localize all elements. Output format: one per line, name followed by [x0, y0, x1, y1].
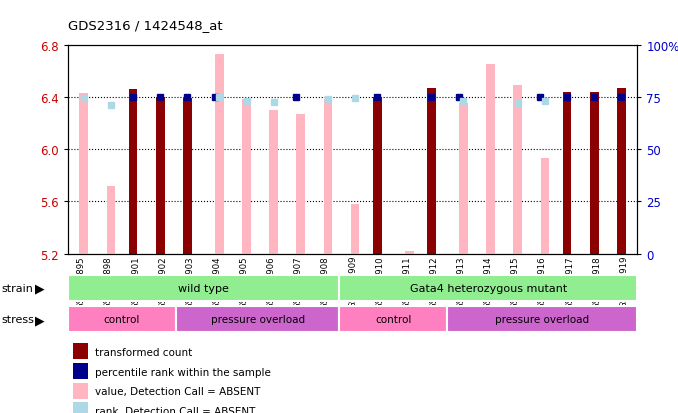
Bar	[176, 307, 339, 332]
Bar	[269, 111, 278, 254]
Bar	[405, 252, 414, 254]
Bar	[79, 94, 88, 254]
Bar	[106, 186, 115, 254]
Bar	[427, 88, 436, 254]
Text: pressure overload: pressure overload	[211, 315, 304, 325]
Bar	[447, 307, 637, 332]
Bar	[242, 100, 251, 254]
Text: ▶: ▶	[35, 313, 45, 326]
Text: ▶: ▶	[35, 282, 45, 295]
Bar	[339, 307, 447, 332]
Bar	[590, 93, 599, 254]
Bar	[73, 363, 87, 379]
Text: control: control	[375, 315, 412, 325]
Bar	[73, 382, 87, 399]
Text: value, Detection Call = ABSENT: value, Detection Call = ABSENT	[95, 386, 260, 396]
Text: control: control	[104, 315, 140, 325]
Bar	[73, 402, 87, 413]
Bar	[156, 97, 165, 254]
Bar	[351, 204, 359, 254]
Bar	[183, 99, 192, 254]
Text: percentile rank within the sample: percentile rank within the sample	[95, 367, 271, 377]
Bar	[459, 104, 468, 254]
Bar	[73, 344, 87, 359]
Bar	[296, 114, 305, 254]
Bar	[323, 100, 332, 254]
Text: GDS2316 / 1424548_at: GDS2316 / 1424548_at	[68, 19, 222, 32]
Text: wild type: wild type	[178, 283, 229, 293]
Bar	[68, 307, 176, 332]
Bar	[486, 65, 495, 254]
Bar	[563, 93, 572, 254]
Text: Gata4 heterozygous mutant: Gata4 heterozygous mutant	[410, 283, 567, 293]
Text: transformed count: transformed count	[95, 347, 193, 357]
Bar	[540, 159, 549, 254]
Text: rank, Detection Call = ABSENT: rank, Detection Call = ABSENT	[95, 406, 256, 413]
Text: stress: stress	[1, 315, 34, 325]
Bar	[215, 55, 224, 254]
Bar	[129, 90, 138, 254]
Bar	[339, 275, 637, 301]
Bar	[513, 86, 522, 254]
Text: pressure overload: pressure overload	[496, 315, 589, 325]
Bar	[617, 88, 626, 254]
Bar	[68, 275, 339, 301]
Text: strain: strain	[1, 283, 33, 293]
Bar	[373, 97, 382, 254]
